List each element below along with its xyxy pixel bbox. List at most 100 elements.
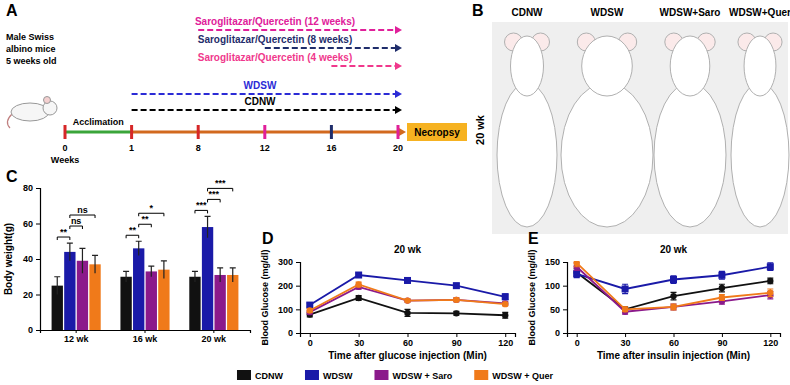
mouse-body [654, 83, 726, 227]
diet-arrow [132, 93, 396, 95]
significance-label: ns [71, 216, 82, 226]
tick-mark [296, 309, 300, 310]
axis-title: Body weight(g) [3, 223, 14, 295]
tick: 20 [23, 290, 40, 300]
tick-mark [359, 333, 360, 337]
bar [89, 264, 100, 330]
tick: 100 [278, 305, 300, 315]
photo-background [492, 22, 788, 234]
treatment-label: Saroglitazar/Quercetin (4 weeks) [198, 52, 353, 63]
tick-label: 16 wk [133, 334, 159, 344]
marker [453, 297, 459, 303]
axis-line [41, 331, 251, 334]
tick-label: 100 [278, 305, 293, 315]
week-label: 20 [393, 143, 403, 153]
tick: 60 [23, 219, 40, 229]
marker [404, 297, 410, 303]
y-axis: 050100150 [545, 257, 568, 338]
diet-label: CDNW [244, 96, 276, 107]
bar [214, 275, 225, 330]
tick-mark [456, 333, 457, 337]
diet-arrow [132, 109, 396, 111]
bar [120, 277, 131, 330]
arrow-head [395, 106, 402, 114]
week-marker [330, 125, 333, 139]
tick-mark [36, 295, 40, 296]
tick-label: 60 [23, 219, 33, 229]
significance-label: *** [209, 189, 220, 199]
y-axis: 0100200300 [278, 257, 301, 338]
legend: CDNWWDSWWDSW + SaroWDSW + Quer [237, 370, 554, 381]
marker [355, 295, 361, 301]
tick-mark [563, 309, 567, 310]
significance-label: ** [141, 214, 149, 224]
tick: 20 wk [202, 330, 228, 344]
legend-label: WDSW + Quer [492, 371, 553, 381]
tick: 40 [23, 254, 40, 264]
significance-bracket [70, 215, 95, 218]
tick-mark [770, 333, 771, 337]
legend-swatch [305, 370, 319, 380]
bar [158, 270, 169, 330]
tick-mark [563, 286, 567, 287]
tick-mark [213, 330, 214, 333]
error-bar [622, 307, 628, 312]
error-bar [574, 270, 580, 278]
tick-mark [563, 333, 567, 334]
legend-label: CDNW [255, 371, 283, 381]
tick-mark [563, 262, 567, 263]
tick: 120 [498, 333, 513, 348]
axis-line [36, 189, 41, 331]
tick-label: 0 [28, 325, 33, 335]
mouse-head [582, 36, 633, 96]
x-axis: 12 wk 16 wk 20 wk [41, 330, 251, 344]
marker [670, 304, 676, 310]
tick-label: 12 wk [64, 334, 90, 344]
significance-bracket [139, 213, 164, 216]
series-line [577, 267, 771, 312]
axis-line [563, 263, 568, 334]
chart-title: 20 wk [394, 244, 422, 255]
error-bar [719, 295, 725, 301]
marker [573, 261, 579, 266]
week-marker [263, 125, 266, 139]
time-label: 20 wk [474, 114, 486, 145]
error-bar [502, 294, 508, 300]
marker [453, 282, 460, 289]
tick-mark [36, 224, 40, 225]
axis-title: Blood Glucose (mg/dl) [260, 249, 270, 345]
tick: 30 [621, 333, 631, 348]
marker [502, 301, 508, 307]
significance-bracket [208, 188, 233, 191]
error-bar [767, 278, 773, 284]
subject-text: albino mice [6, 44, 56, 54]
tick-mark [505, 333, 506, 337]
tick-mark [408, 333, 409, 337]
bar [189, 277, 200, 330]
panel-label: D [262, 230, 274, 247]
tick-label: 50 [550, 305, 560, 315]
arrow-head [395, 90, 402, 98]
marker [767, 263, 774, 270]
subject-text: Male Swiss [6, 32, 54, 42]
tick-label: 90 [452, 338, 462, 348]
axis-title: Time after glucose injection (Min) [328, 350, 487, 361]
significance-label: ns [77, 205, 88, 215]
tick: 0 [28, 325, 40, 335]
tick-label: 90 [717, 338, 727, 348]
marker [453, 310, 459, 316]
plot-marks [306, 272, 508, 319]
tick-label: 120 [498, 338, 513, 348]
tick: 80 [23, 183, 40, 193]
marker [622, 306, 628, 312]
mouse-head [670, 36, 710, 96]
tick: 30 [354, 333, 364, 348]
week-label: 12 [260, 143, 270, 153]
tick: 0 [288, 328, 300, 338]
week-label: 8 [196, 143, 201, 153]
significance-bracket [139, 224, 152, 227]
error-bar [67, 243, 73, 261]
mouse-head [744, 36, 776, 96]
tick-mark [36, 259, 40, 260]
tick-label: 30 [621, 338, 631, 348]
